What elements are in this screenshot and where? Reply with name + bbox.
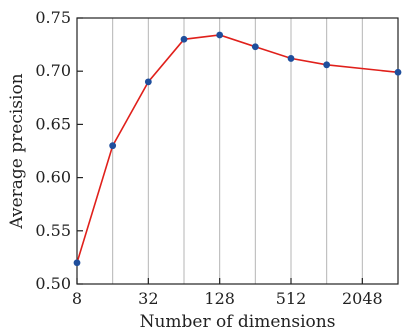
plot-frame <box>76 17 399 285</box>
data-point-4 <box>216 31 224 39</box>
x-tick-label-1: 32 <box>138 289 158 308</box>
y-tick-label-5: 0.75 <box>35 8 71 27</box>
data-point-5 <box>251 43 259 51</box>
y-axis-title: Average precision <box>7 73 27 229</box>
series-line <box>76 34 399 263</box>
data-point-0 <box>73 259 81 267</box>
data-point-1 <box>109 142 117 150</box>
x-tick-label-4: 2048 <box>342 289 383 308</box>
x-tick-label-0: 8 <box>72 289 82 308</box>
data-point-3 <box>180 35 188 43</box>
x-tick-label-2: 128 <box>204 289 235 308</box>
grid <box>112 18 363 284</box>
y-tick-label-4: 0.70 <box>35 61 71 80</box>
y-tick-label-2: 0.60 <box>35 168 71 187</box>
x-tick-label-3: 512 <box>276 289 307 308</box>
data-point-8 <box>394 68 402 76</box>
y-tick-label-3: 0.65 <box>35 114 71 133</box>
y-tick-label-1: 0.55 <box>35 221 71 240</box>
data-point-2 <box>144 78 152 86</box>
y-tick-label-0: 0.50 <box>35 274 71 293</box>
data-point-6 <box>287 55 295 62</box>
series-markers <box>73 31 402 267</box>
x-axis-title: Number of dimensions <box>140 312 336 332</box>
y-axis: 0.50 0.55 0.60 0.65 0.70 0.75 <box>35 8 83 293</box>
data-point-7 <box>323 61 331 69</box>
x-axis: 8 32 128 512 2048 <box>72 278 383 308</box>
